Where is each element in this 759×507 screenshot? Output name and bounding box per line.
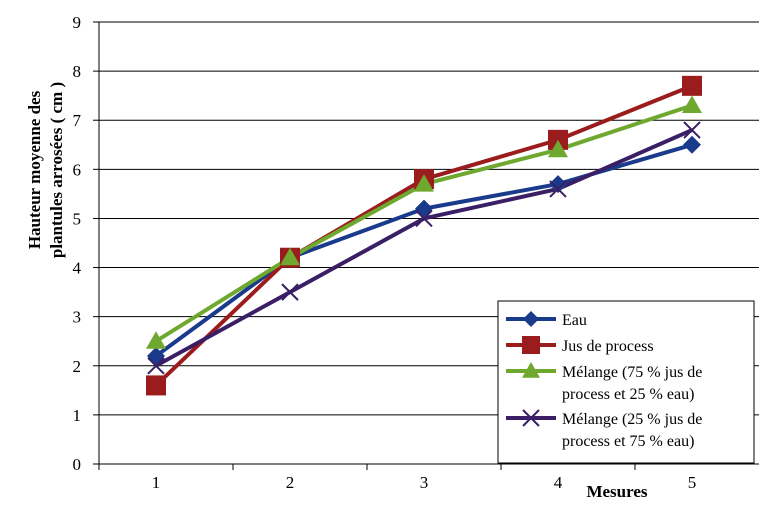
- data-point-series-4: [683, 121, 701, 139]
- legend-marker-triangle: [522, 362, 540, 378]
- y-tick-label: 8: [73, 62, 82, 81]
- x-axis-title: Mesures: [586, 482, 647, 501]
- legend-label: Eau: [562, 312, 587, 329]
- data-point-series-2: [682, 75, 702, 96]
- legend-label: Jus de process: [562, 338, 654, 355]
- data-point-series-3: [682, 95, 702, 113]
- data-point-series-4: [147, 357, 165, 375]
- y-tick-label: 0: [73, 455, 82, 474]
- tick-labels: 0 1 2 3 4 5 6 7 8 9 1 2 3 4 5: [73, 13, 697, 492]
- data-point-series-4: [549, 180, 567, 198]
- x-tick-label: 1: [152, 473, 161, 492]
- y-tick-label: 2: [73, 357, 82, 376]
- y-axis-title-line: plantules arrosées ( cm ): [47, 82, 66, 258]
- x-tick-label: 2: [286, 473, 295, 492]
- series-markers: [146, 75, 702, 396]
- data-point-series-4-stroke: [415, 209, 433, 228]
- y-tick-label: 6: [73, 160, 82, 179]
- data-point-series-3: [414, 174, 434, 192]
- legend-marker-x: [522, 409, 540, 427]
- data-point-series-4-stroke: [683, 121, 701, 139]
- data-point-series-2: [146, 375, 166, 396]
- axis-titles: Mesures Hauteur moyenne des plantules arro…: [25, 82, 648, 501]
- y-tick-label: 1: [73, 406, 82, 425]
- data-point-series-4-stroke: [281, 283, 299, 301]
- y-tick-label: 4: [73, 259, 82, 278]
- legend-marker-square: [522, 336, 540, 354]
- data-point-series-4-stroke: [147, 357, 165, 375]
- legend-label: process et 25 % eau): [562, 386, 694, 403]
- data-point-series-4: [281, 283, 299, 301]
- y-axis-title-line: Hauteur moyenne des: [25, 90, 44, 249]
- data-point-series-1: [415, 199, 433, 218]
- y-tick-label: 5: [73, 209, 82, 228]
- legend-marker-diamond: [523, 311, 539, 327]
- y-axis-title: Hauteur moyenne des plantules arrosées ( …: [25, 82, 66, 258]
- data-point-series-1: [549, 175, 567, 194]
- data-point-series-3: [548, 139, 568, 158]
- data-point-series-4: [415, 209, 433, 228]
- x-tick-label: 5: [688, 473, 697, 492]
- legend: Eau Jus de process Mélange (75 % jus de pro…: [497, 300, 755, 464]
- legend-box: [497, 300, 755, 464]
- y-tick-label: 7: [73, 111, 82, 130]
- legend-label: process et 75 % eau): [562, 433, 694, 450]
- y-tick-label: 9: [73, 13, 82, 32]
- data-point-series-3: [280, 247, 300, 266]
- legend-label: Mélange (25 % jus de: [562, 411, 702, 428]
- data-point-series-3: [146, 331, 166, 349]
- legend-label: Mélange (75 % jus de: [562, 364, 702, 381]
- y-tick-label: 3: [73, 308, 82, 327]
- x-tick-label: 3: [420, 473, 429, 492]
- data-point-series-1: [683, 135, 701, 154]
- x-tick-label: 4: [554, 473, 563, 492]
- data-point-series-4-stroke: [549, 180, 567, 198]
- axes: [93, 21, 759, 470]
